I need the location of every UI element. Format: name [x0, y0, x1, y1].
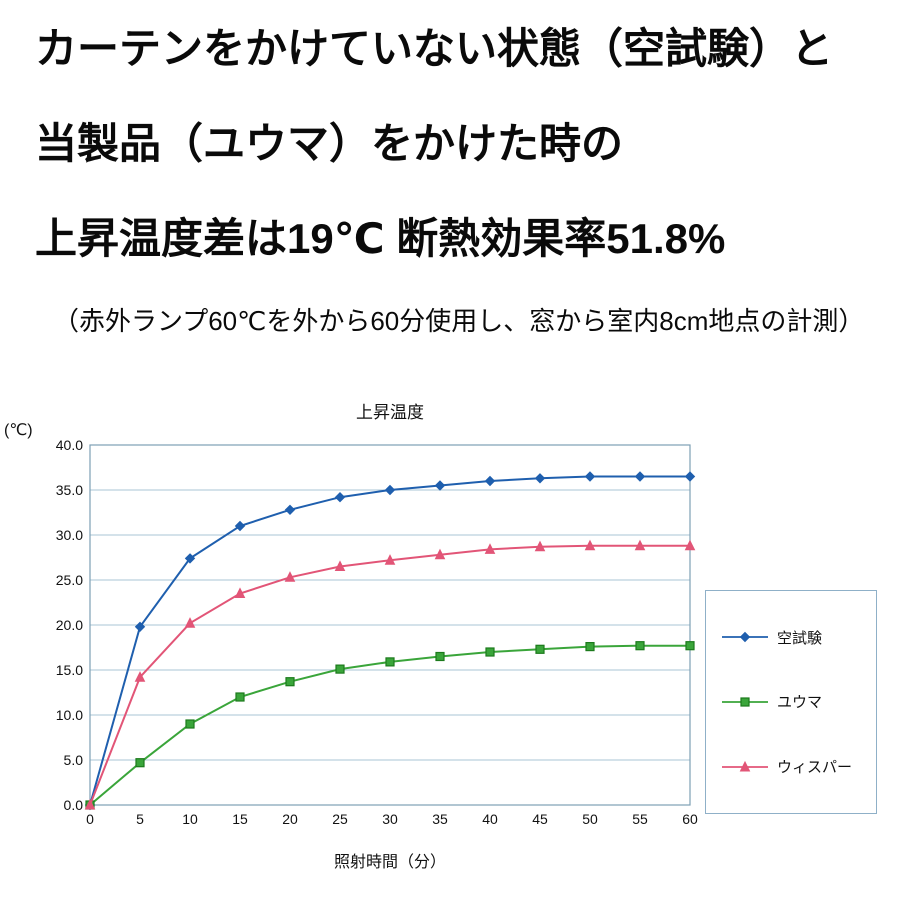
svg-text:25: 25	[332, 811, 348, 827]
square-marker-icon	[722, 697, 768, 707]
chart-plot-svg: 0.0 5.0 10.0 15.0 20.0 25.0 30.0 35.0 40.0 0 5 10 15…	[56, 437, 698, 827]
svg-text:10.0: 10.0	[56, 707, 83, 723]
chart-legend: 空試験ユウマウィスパー	[705, 590, 877, 814]
svg-text:20.0: 20.0	[56, 617, 83, 633]
svg-text:20: 20	[282, 811, 298, 827]
temperature-chart: 上昇温度 (℃) 0.0 5.0 10.0 15.0 20.0 25.0 30.0 35.0 4…	[0, 390, 900, 890]
legend-item-1: 空試験	[722, 627, 860, 648]
x-axis-label: 照射時間（分）	[333, 854, 446, 871]
svg-text:60: 60	[682, 811, 698, 827]
legend-item-3: ウィスパー	[722, 756, 860, 777]
svg-text:45: 45	[532, 811, 548, 827]
svg-text:5: 5	[136, 811, 144, 827]
svg-text:5.0: 5.0	[64, 752, 84, 768]
svg-text:25.0: 25.0	[56, 572, 83, 588]
diamond-marker-icon	[722, 632, 768, 643]
svg-text:35.0: 35.0	[56, 482, 83, 498]
svg-text:35: 35	[432, 811, 448, 827]
triangle-marker-icon	[722, 760, 768, 772]
header: カーテンをかけていない状態（空試験）と 当製品（ユウマ）をかけた時の 上昇温度差…	[35, 28, 885, 338]
svg-text:15: 15	[232, 811, 248, 827]
legend-label: ウィスパー	[777, 759, 853, 777]
legend-item-2: ユウマ	[722, 691, 860, 712]
heading-line-3: 上昇温度差は19℃ 断熱効果率51.8%	[35, 215, 726, 262]
svg-text:30: 30	[382, 811, 398, 827]
chart-title: 上昇温度	[356, 403, 424, 422]
svg-text:0.0: 0.0	[64, 797, 84, 813]
svg-text:55: 55	[632, 811, 648, 827]
svg-text:0: 0	[86, 811, 94, 827]
svg-text:10: 10	[182, 811, 198, 827]
svg-text:30.0: 30.0	[56, 527, 83, 543]
measurement-note: （赤外ランプ60℃を外から60分使用し、窓から室内8cm地点の計測）	[53, 306, 865, 336]
legend-label: ユウマ	[777, 694, 823, 712]
svg-text:40: 40	[482, 811, 498, 827]
legend-label: 空試験	[777, 629, 823, 647]
svg-text:15.0: 15.0	[56, 662, 83, 678]
svg-text:40.0: 40.0	[56, 437, 83, 453]
chart-plot-area: 0.0 5.0 10.0 15.0 20.0 25.0 30.0 35.0 40.0 0 5 10 15…	[40, 430, 700, 830]
heading-line-2: 当製品（ユウマ）をかけた時の	[35, 120, 624, 167]
heading-line-1: カーテンをかけていない状態（空試験）と	[35, 25, 834, 72]
y-axis-unit-label: (℃)	[4, 422, 33, 439]
svg-text:50: 50	[582, 811, 598, 827]
